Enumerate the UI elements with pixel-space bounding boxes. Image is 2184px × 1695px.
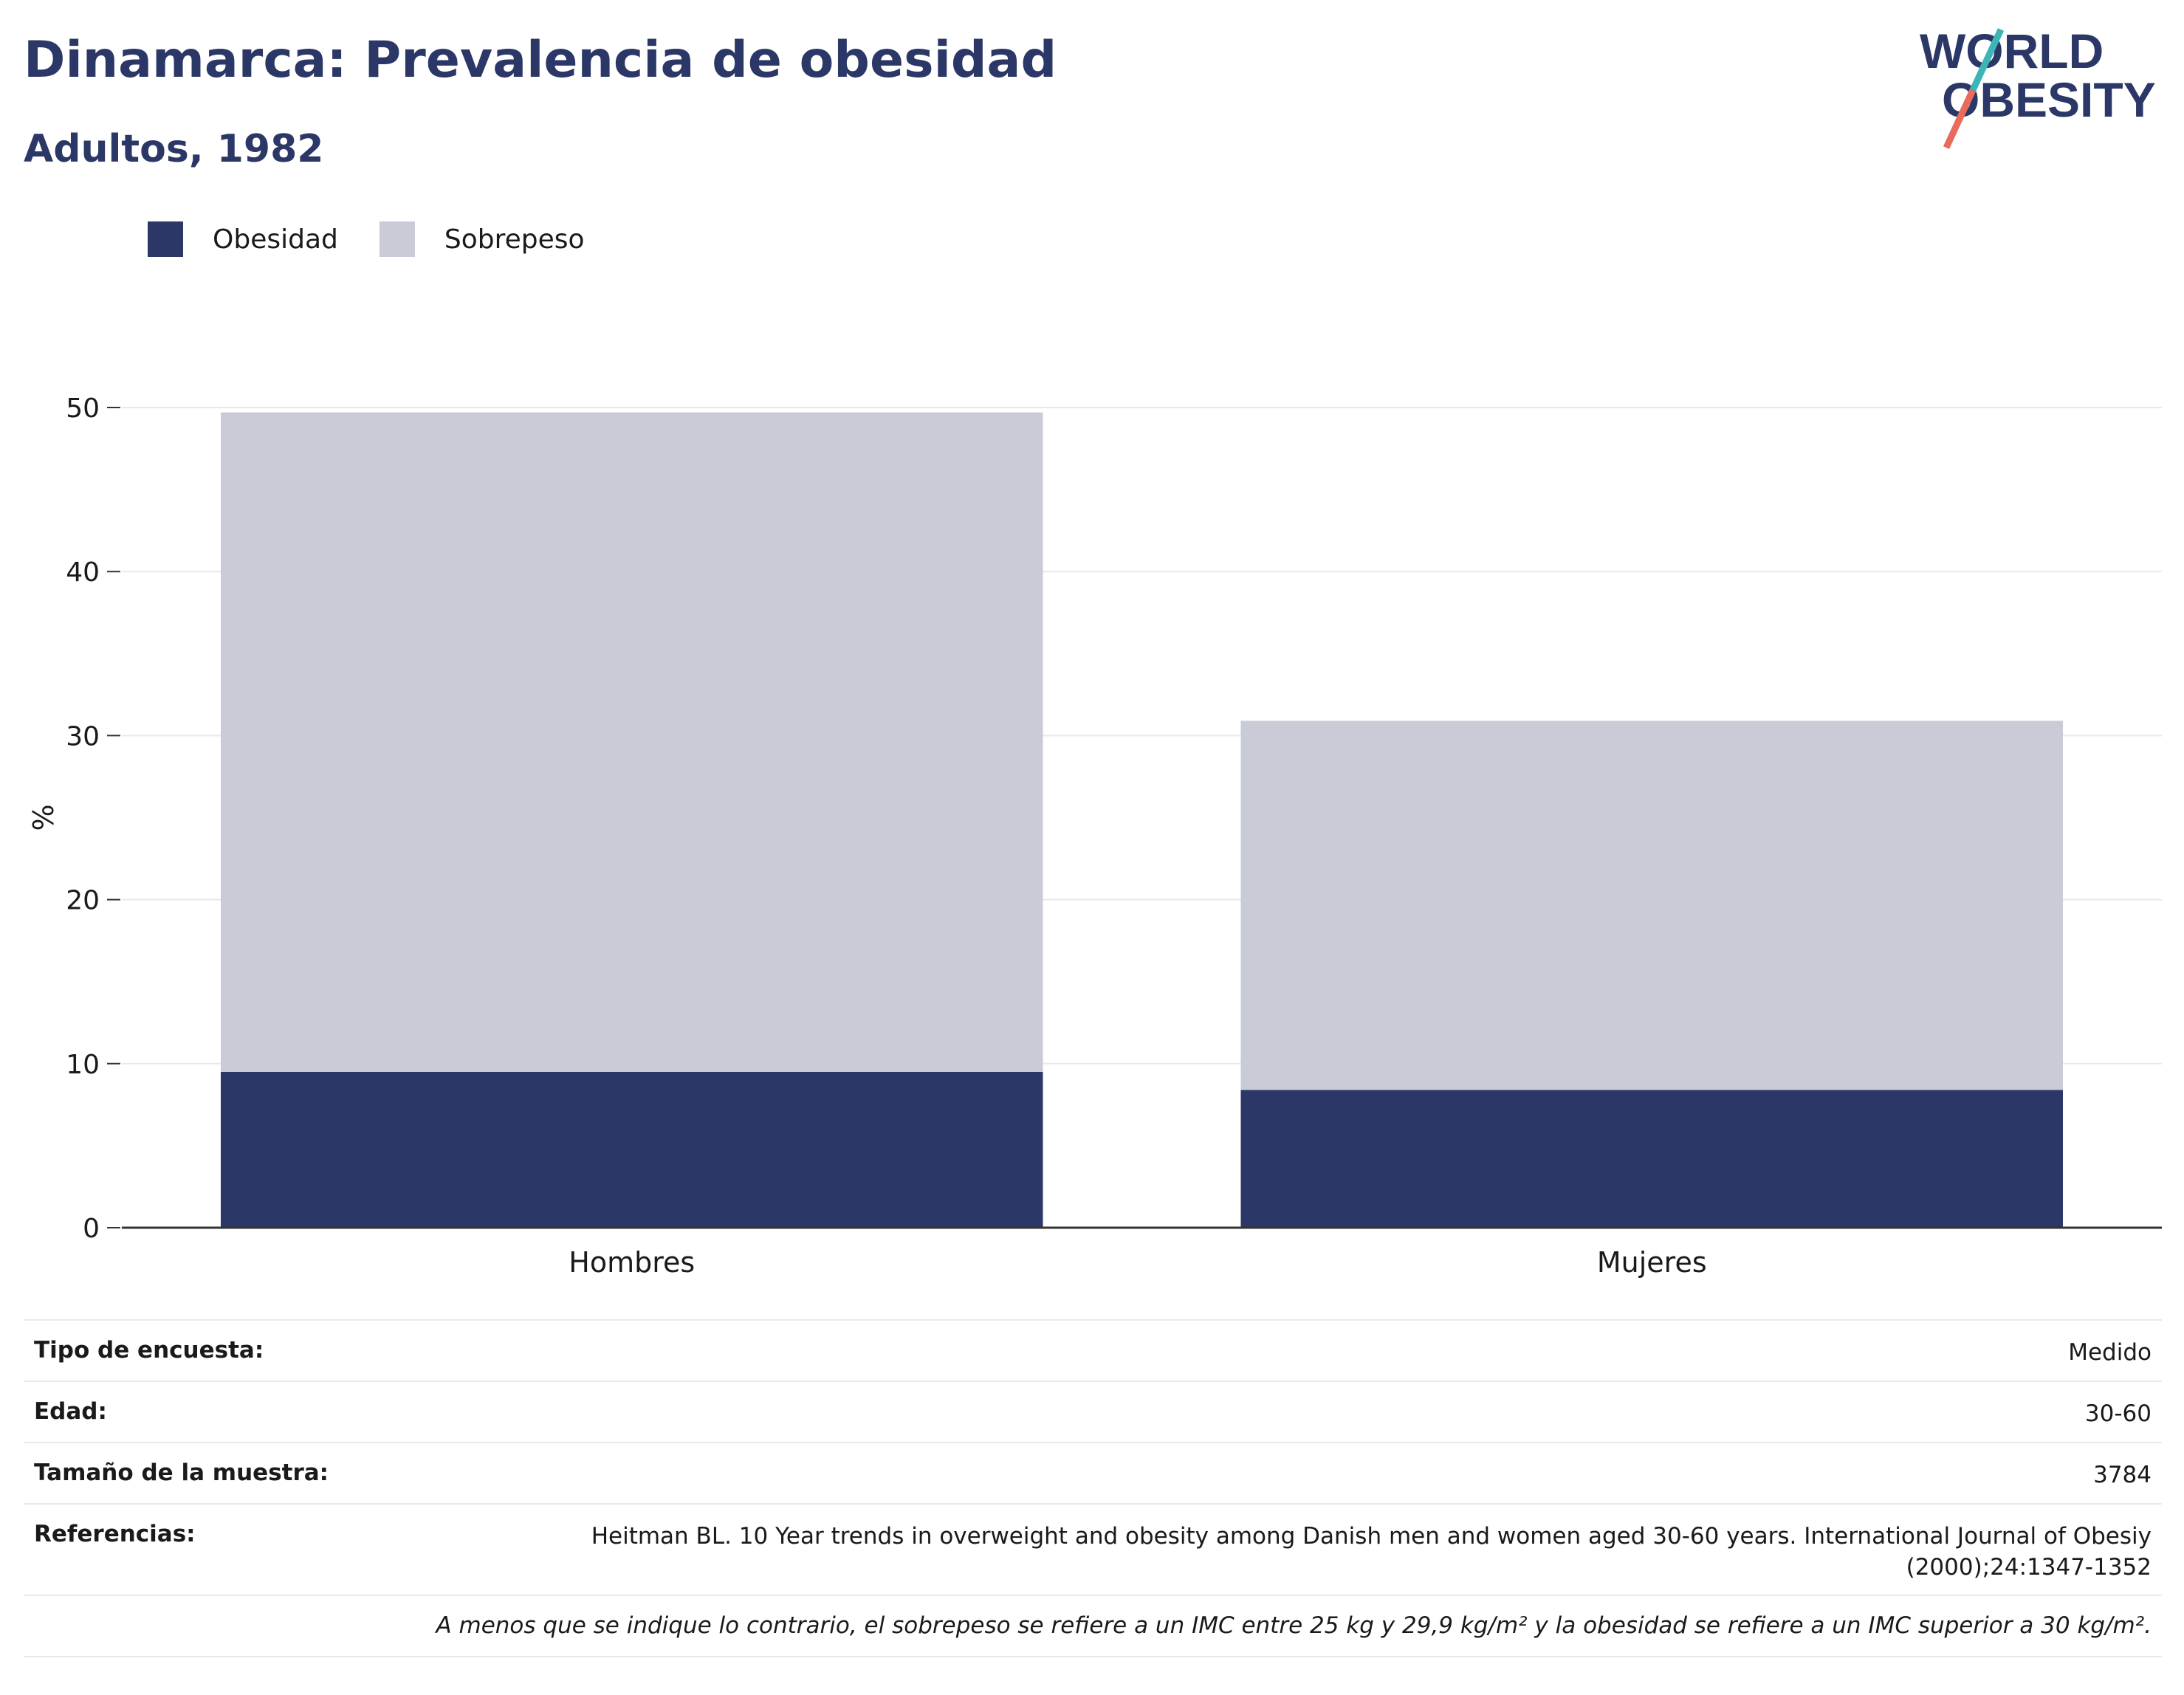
sample-size-label: Tamaño de la muestra: — [34, 1460, 329, 1486]
info-row-survey-type: Tipo de encuesta: Medido — [24, 1319, 2162, 1381]
legend-label-sobrepeso: Sobrepeso — [444, 224, 585, 255]
legend-swatch-sobrepeso — [379, 221, 415, 257]
age-value: 30-60 — [2084, 1400, 2152, 1427]
chart-legend: Obesidad Sobrepeso — [148, 220, 626, 258]
legend-item-obesidad[interactable]: Obesidad — [148, 221, 338, 257]
info-row-note: A menos que se indique lo contrario, el … — [24, 1595, 2162, 1657]
y-tick-label-0: 0 — [83, 1214, 100, 1244]
info-row-sample-size: Tamaño de la muestra: 3784 — [24, 1442, 2162, 1503]
age-label: Edad: — [34, 1398, 107, 1425]
legend-swatch-obesidad — [148, 221, 183, 257]
y-tick-label-10: 10 — [66, 1050, 100, 1080]
bar-sobrepeso-mujeres — [1240, 721, 2063, 1090]
chart-title: Dinamarca: Prevalencia de obesidad — [24, 31, 1057, 89]
survey-type-label: Tipo de encuesta: — [34, 1337, 264, 1364]
bar-chart: 0 10 20 30 40 50% Hombres Mujeres — [27, 393, 2162, 1279]
info-row-age: Edad: 30-60 — [24, 1381, 2162, 1442]
x-tick-label-hombres: Hombres — [569, 1246, 695, 1279]
x-tick-label-mujeres: Mujeres — [1597, 1246, 1707, 1279]
references-value: Heitman BL. 10 Year trends in overweight… — [591, 1523, 2152, 1581]
world-obesity-logo: WORLD OBESITY — [1920, 24, 2156, 149]
logo-slash-top — [1969, 28, 2005, 92]
logo-line1: WORLD — [1920, 24, 2104, 78]
legend-label-obesidad: Obesidad — [213, 224, 338, 255]
y-tick-label-30: 30 — [66, 721, 100, 752]
y-axis-label: % — [27, 804, 60, 831]
y-tick-label-40: 40 — [66, 557, 100, 588]
bar-obesidad-hombres — [221, 1071, 1043, 1228]
chart-subtitle: Adultos, 1982 — [24, 127, 324, 171]
bar-obesidad-mujeres — [1240, 1090, 2063, 1228]
bar-sobrepeso-hombres — [221, 412, 1043, 1072]
definition-note: A menos que se indique lo contrario, el … — [436, 1612, 2152, 1639]
survey-type-value: Medido — [2068, 1339, 2152, 1366]
logo-slash-bottom — [1943, 89, 1977, 149]
y-tick-label-20: 20 — [66, 886, 100, 916]
sample-size-value: 3784 — [2093, 1462, 2152, 1488]
info-table: Tipo de encuesta: Medido Edad: 30-60 Tam… — [24, 1319, 2162, 1657]
info-row-references: Referencias: Heitman BL. 10 Year trends … — [24, 1503, 2162, 1595]
references-label: Referencias: — [34, 1521, 196, 1547]
legend-item-sobrepeso[interactable]: Sobrepeso — [379, 221, 585, 257]
y-tick-label-50: 50 — [66, 393, 100, 424]
